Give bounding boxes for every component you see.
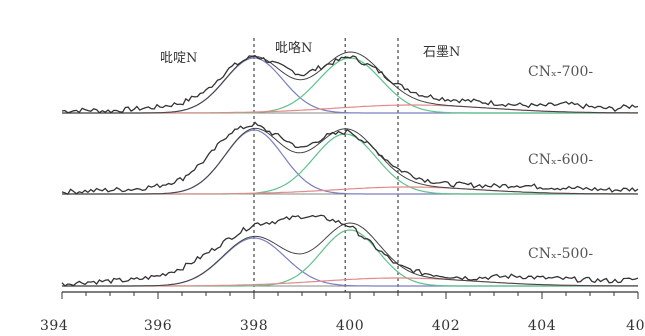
series-2: CNₓ-500- <box>61 214 639 287</box>
experimental-trace <box>61 121 639 196</box>
x-tick-label: 404 <box>528 318 556 334</box>
label-layer: 吡啶N 吡咯N 石墨N <box>160 41 460 66</box>
experimental-trace <box>61 214 639 287</box>
peak-label: 石墨N <box>423 45 460 60</box>
x-axis: 394 396 398 400 402 404 40 <box>40 291 645 334</box>
series-label: CNₓ-500- <box>528 246 593 262</box>
fit-envelope <box>62 222 638 287</box>
series-0: CNₓ-700- <box>61 51 639 114</box>
x-tick-label: 400 <box>336 318 364 334</box>
x-tick-label: 40 <box>626 318 645 334</box>
experimental-trace <box>61 55 639 114</box>
x-tick-label: 398 <box>240 318 268 334</box>
peak-marker-layer <box>253 38 399 292</box>
x-tick-label: 402 <box>432 318 460 334</box>
fit-envelope <box>62 127 638 195</box>
x-tick-label: 394 <box>40 318 68 334</box>
series-label: CNₓ-600- <box>528 152 593 168</box>
series-1: CNₓ-600- <box>61 121 639 196</box>
x-tick-label: 396 <box>144 318 172 334</box>
series-label: CNₓ-700- <box>528 64 593 80</box>
peak-label: 吡啶N <box>160 51 197 66</box>
fit-envelope <box>62 51 638 114</box>
peak-label: 吡咯N <box>275 41 312 56</box>
series-layer: CNₓ-700- CNₓ-600- CNₓ-500- <box>61 51 639 287</box>
